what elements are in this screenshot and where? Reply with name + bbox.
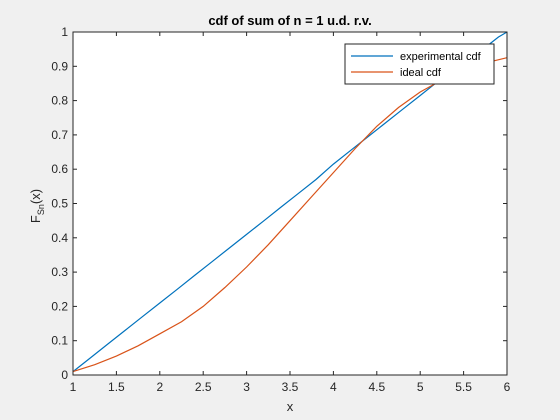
x-tick-label: 3 bbox=[243, 380, 250, 394]
legend-box bbox=[344, 43, 495, 85]
y-tick-label: 0.1 bbox=[51, 334, 68, 348]
y-tick-label: 0.4 bbox=[51, 231, 68, 245]
y-tick-label: 0.8 bbox=[51, 94, 68, 108]
y-axis-label-sub: Sn bbox=[36, 204, 46, 215]
legend-label-ideal: ideal cdf bbox=[400, 67, 442, 79]
x-tick-label: 5 bbox=[417, 380, 424, 394]
y-tick-label: 0.2 bbox=[51, 299, 68, 313]
x-tick-label: 1.5 bbox=[108, 380, 125, 394]
plot-area bbox=[73, 32, 507, 375]
x-tick-label: 2.5 bbox=[195, 380, 212, 394]
x-axis-label: x bbox=[287, 399, 294, 414]
y-tick-label: 0.3 bbox=[51, 265, 68, 279]
y-axis-label-tail: (x) bbox=[28, 189, 43, 204]
y-tick-label: 0.5 bbox=[51, 197, 68, 211]
y-axis-label-main: F bbox=[28, 215, 43, 223]
x-axis-ticks: 1 1.5 2 2.5 3 3.5 4 4.5 5 5.5 6 bbox=[70, 32, 511, 394]
y-tick-label: 0 bbox=[61, 368, 68, 382]
y-axis-ticks: 0 0.1 0.2 0.3 0.4 0.5 0.6 0.7 0.8 0.9 1 bbox=[51, 25, 507, 382]
chart-title: cdf of sum of n = 1 u.d. r.v. bbox=[208, 13, 371, 28]
y-tick-label: 0.9 bbox=[51, 59, 68, 73]
x-tick-label: 5.5 bbox=[455, 380, 472, 394]
x-tick-label: 6 bbox=[504, 380, 511, 394]
x-tick-label: 4 bbox=[330, 380, 337, 394]
y-tick-label: 0.6 bbox=[51, 162, 68, 176]
legend-label-experimental: experimental cdf bbox=[400, 51, 482, 63]
y-tick-label: 0.7 bbox=[51, 128, 68, 142]
x-tick-label: 3.5 bbox=[282, 380, 299, 394]
x-tick-label: 2 bbox=[156, 380, 163, 394]
y-axis-label: FSn(x) bbox=[28, 189, 46, 223]
x-tick-label: 4.5 bbox=[368, 380, 385, 394]
legend: experimental cdf ideal cdf bbox=[344, 43, 495, 85]
y-tick-label: 1 bbox=[61, 25, 68, 39]
x-tick-label: 1 bbox=[70, 380, 77, 394]
